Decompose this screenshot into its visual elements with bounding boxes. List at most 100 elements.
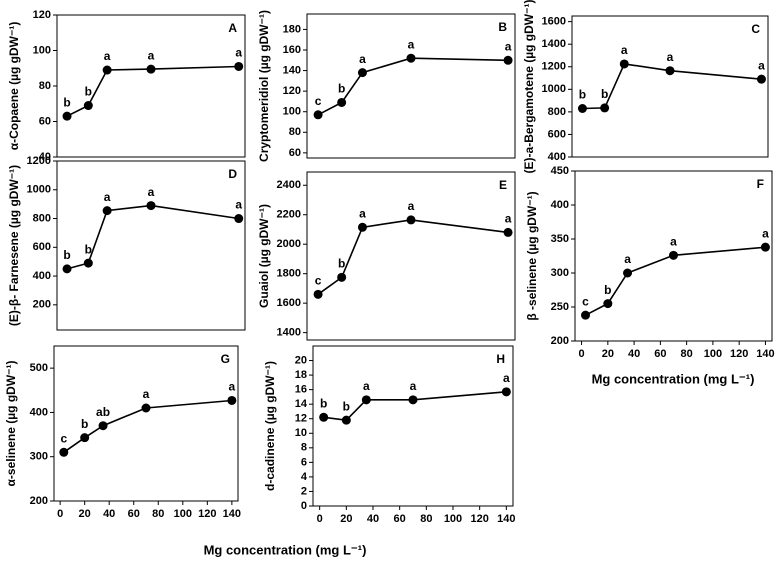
y-axis-label: Cryptomeridiol (µg gDW⁻¹) bbox=[257, 10, 271, 162]
y-tick-label: 20 bbox=[295, 354, 307, 366]
data-point bbox=[80, 433, 90, 443]
y-tick-label: 1800 bbox=[277, 268, 301, 280]
significance-letter: b bbox=[601, 87, 608, 101]
data-point bbox=[503, 227, 513, 237]
significance-letter: a bbox=[621, 43, 628, 57]
x-tick-label: 120 bbox=[470, 513, 488, 525]
significance-letter: a bbox=[235, 46, 242, 60]
data-point bbox=[756, 74, 766, 84]
significance-letter: a bbox=[667, 50, 674, 64]
x-tick-label: 60 bbox=[128, 508, 140, 520]
y-tick-label: 600 bbox=[548, 128, 566, 140]
data-point bbox=[341, 415, 351, 425]
data-point bbox=[141, 403, 151, 413]
y-axis-label: (E)-a-Bergamotene (µg gDW⁻¹) bbox=[522, 0, 536, 173]
y-axis-label: α-Copaene (µg gDW⁻¹) bbox=[7, 22, 21, 151]
data-point bbox=[337, 272, 347, 282]
panel-label: C bbox=[751, 22, 760, 36]
data-point bbox=[102, 65, 112, 75]
x-tick-label: 100 bbox=[174, 508, 192, 520]
x-axis-label: Mg concentration (mg L⁻¹) bbox=[592, 371, 755, 386]
significance-letter: b bbox=[338, 82, 345, 96]
data-point bbox=[98, 421, 108, 431]
y-tick-label: 2 bbox=[301, 485, 307, 497]
x-tick-label: 80 bbox=[681, 348, 693, 360]
x-tick-label: 140 bbox=[756, 348, 774, 360]
y-tick-label: 120 bbox=[283, 85, 301, 97]
series-line bbox=[317, 219, 509, 295]
significance-letter: a bbox=[410, 379, 417, 393]
x-tick-label: 20 bbox=[602, 348, 614, 360]
series-line bbox=[66, 65, 239, 117]
y-tick-label: 40 bbox=[39, 151, 51, 163]
y-tick-label: 80 bbox=[289, 126, 301, 138]
y-tick-label: 400 bbox=[548, 151, 566, 163]
y-tick-label: 10 bbox=[295, 427, 307, 439]
significance-letter: b bbox=[343, 399, 350, 413]
panel-label: G bbox=[221, 352, 230, 366]
significance-letter: c bbox=[60, 431, 67, 445]
data-point bbox=[665, 66, 675, 76]
significance-letter: b bbox=[85, 85, 92, 99]
data-point bbox=[146, 201, 156, 211]
data-point bbox=[503, 55, 513, 65]
plot-frame bbox=[306, 13, 516, 159]
y-tick-label: 2400 bbox=[277, 179, 301, 191]
y-tick-label: 120 bbox=[33, 9, 51, 21]
y-tick-label: 6 bbox=[301, 456, 307, 468]
y-tick-label: 1400 bbox=[542, 38, 566, 50]
y-tick-label: 80 bbox=[39, 80, 51, 92]
significance-letter: a bbox=[758, 58, 765, 72]
y-tick-label: 1600 bbox=[277, 297, 301, 309]
x-tick-label: 100 bbox=[704, 348, 722, 360]
significance-letter: a bbox=[143, 387, 150, 401]
significance-letter: a bbox=[104, 190, 111, 204]
data-point bbox=[59, 447, 69, 457]
significance-letter: a bbox=[408, 37, 415, 51]
significance-letter: b bbox=[338, 257, 345, 271]
data-point bbox=[577, 103, 587, 113]
y-tick-label: 300 bbox=[551, 267, 569, 279]
data-point bbox=[234, 214, 244, 224]
data-point bbox=[669, 250, 678, 260]
y-tick-label: 1200 bbox=[542, 61, 566, 73]
significance-letter: b bbox=[85, 242, 92, 256]
data-point bbox=[227, 395, 237, 405]
x-axis-label: Mg concentration (mg L⁻¹) bbox=[204, 542, 367, 557]
significance-letter: b bbox=[579, 88, 586, 102]
x-tick-label: 20 bbox=[340, 513, 352, 525]
x-tick-label: 80 bbox=[420, 513, 432, 525]
y-tick-label: 400 bbox=[551, 199, 569, 211]
significance-letter: a bbox=[408, 199, 415, 213]
significance-letter: a bbox=[104, 49, 111, 63]
significance-letter: a bbox=[762, 226, 769, 240]
y-tick-label: 350 bbox=[551, 233, 569, 245]
x-tick-label: 120 bbox=[730, 348, 748, 360]
plot-frame bbox=[56, 160, 246, 331]
y-tick-label: 18 bbox=[295, 369, 307, 381]
y-tick-label: 160 bbox=[283, 44, 301, 56]
y-tick-label: 14 bbox=[295, 398, 308, 410]
significance-letter: c bbox=[315, 273, 322, 287]
panel-label: H bbox=[496, 352, 505, 366]
y-tick-label: 250 bbox=[551, 301, 569, 313]
x-tick-label: 140 bbox=[223, 508, 241, 520]
significance-letter: a bbox=[505, 39, 512, 53]
data-point bbox=[357, 68, 367, 78]
plot-frame bbox=[53, 345, 239, 502]
data-point bbox=[146, 64, 156, 74]
data-point bbox=[361, 395, 371, 405]
significance-letter: ab bbox=[96, 405, 110, 419]
data-point bbox=[234, 61, 244, 71]
series-line bbox=[66, 204, 239, 270]
x-tick-label: 40 bbox=[367, 513, 379, 525]
plot-frame bbox=[312, 345, 514, 507]
x-tick-label: 20 bbox=[79, 508, 91, 520]
significance-letter: b bbox=[320, 396, 327, 410]
data-point bbox=[62, 264, 72, 274]
data-point bbox=[83, 258, 93, 268]
x-tick-label: 0 bbox=[579, 348, 585, 360]
data-point bbox=[313, 110, 323, 120]
significance-letter: a bbox=[363, 379, 370, 393]
